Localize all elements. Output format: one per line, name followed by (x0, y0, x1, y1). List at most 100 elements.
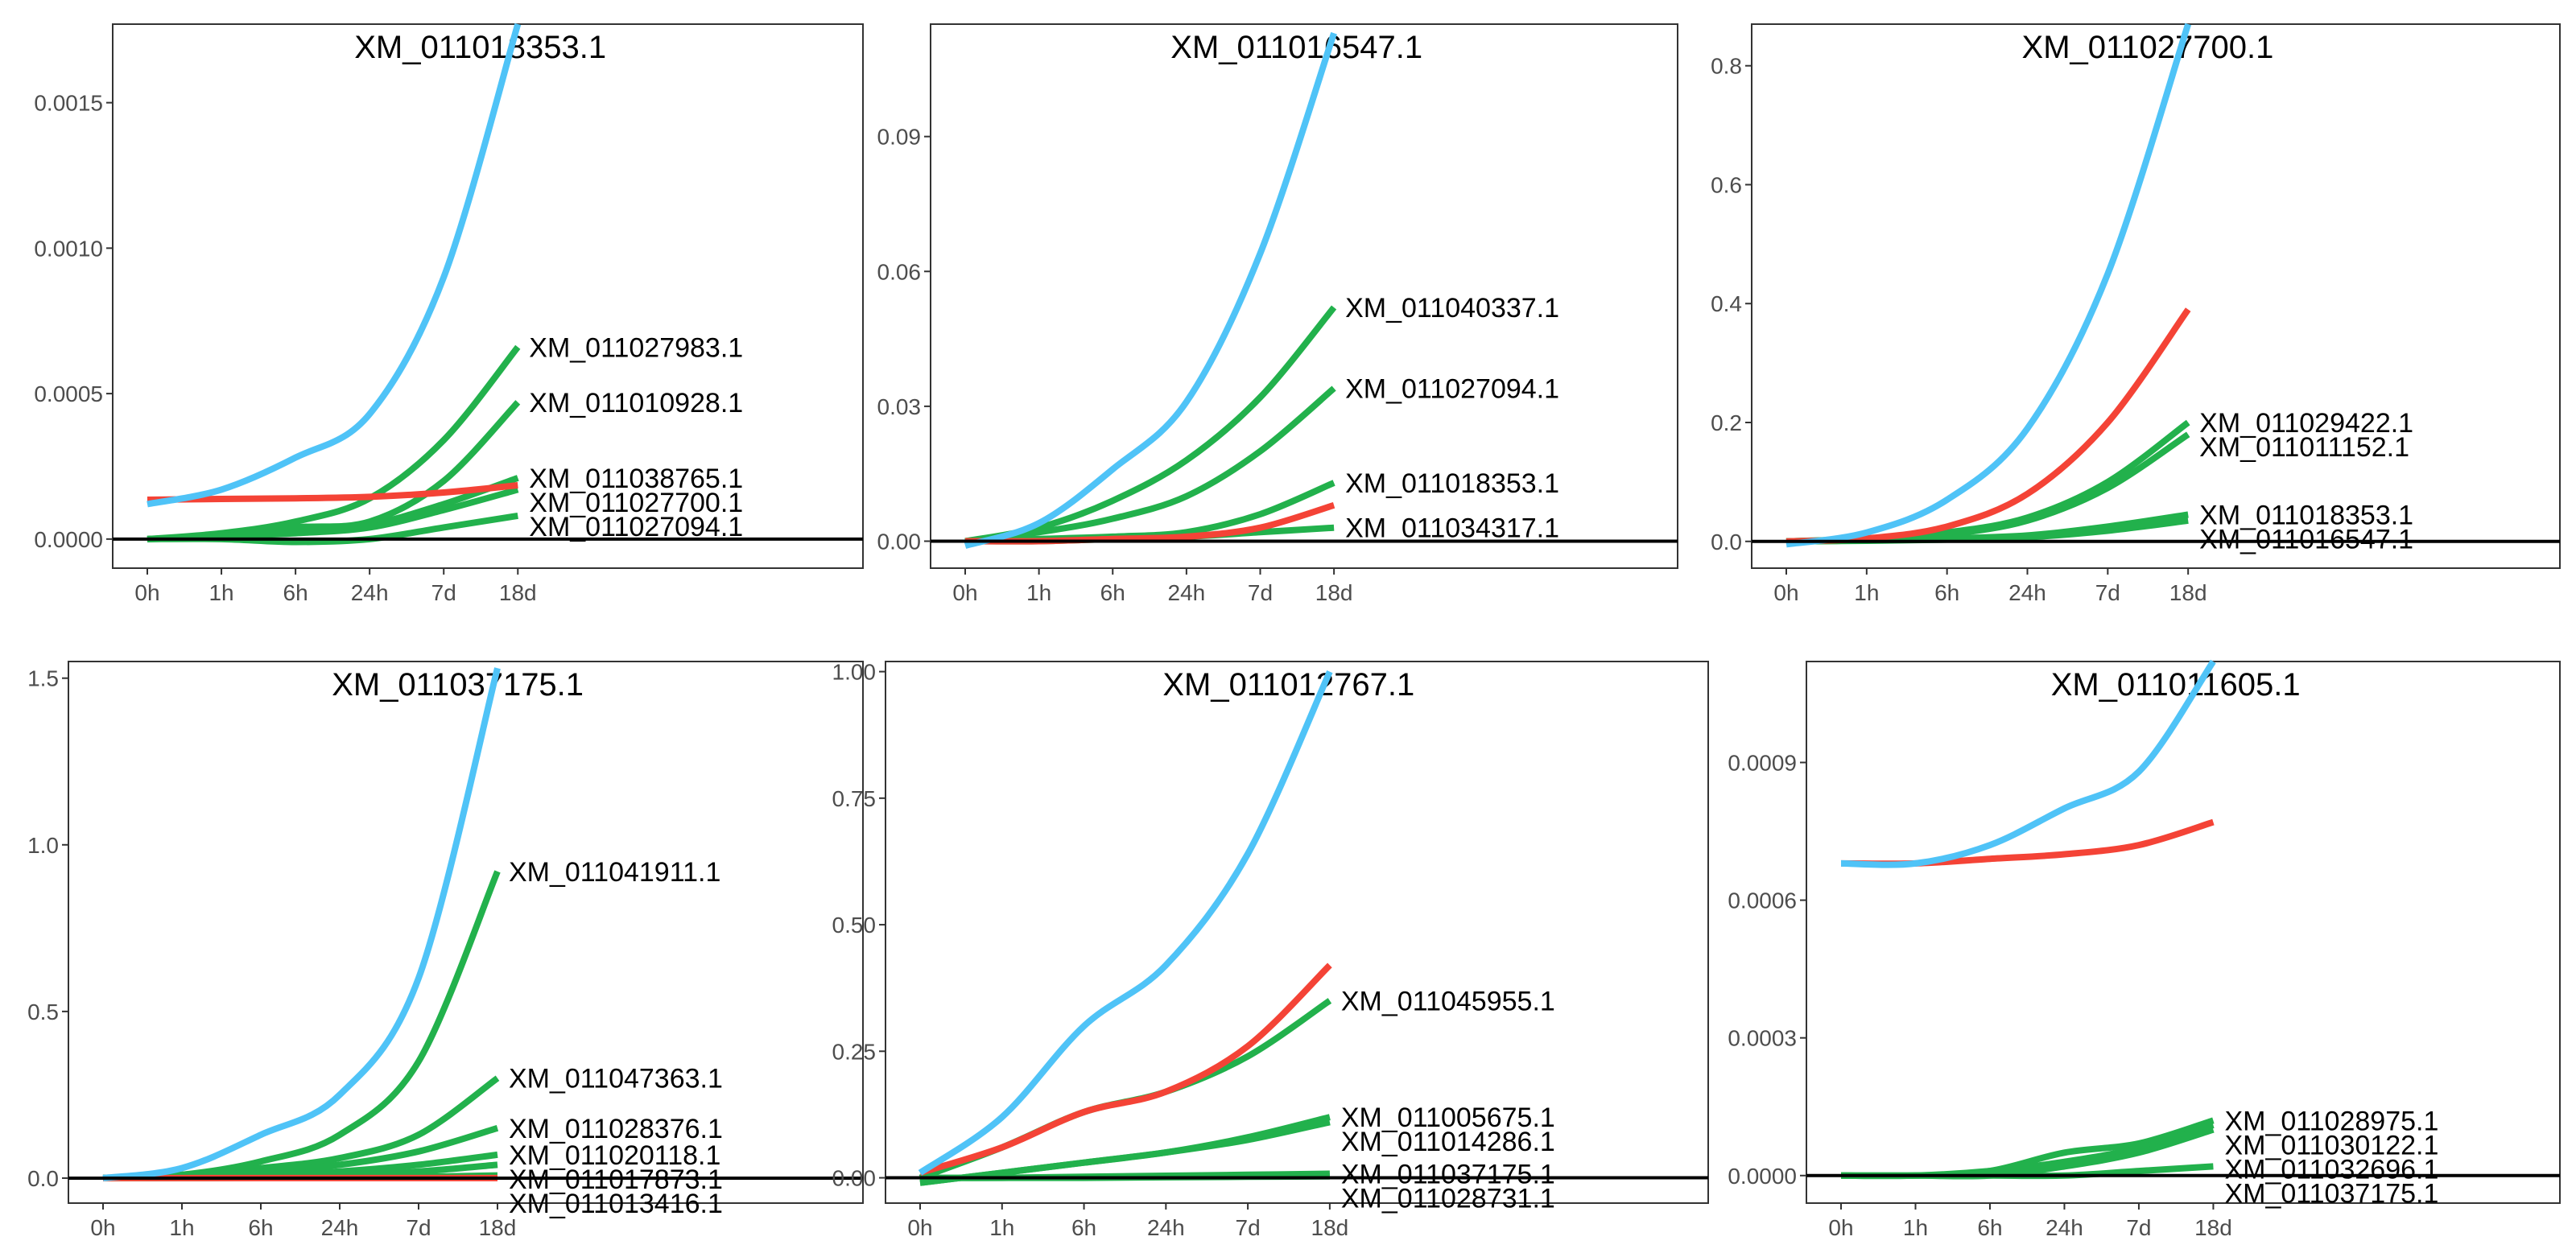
x-tick-label: 18d (1311, 1215, 1349, 1240)
chart-title: XM_011027700.1 (2022, 30, 2274, 65)
y-tick-label: 0.0003 (1728, 1026, 1797, 1051)
y-tick-label: 0.50 (832, 913, 877, 938)
x-tick-label: 0h (90, 1215, 115, 1240)
y-tick-label: 0.06 (877, 259, 922, 284)
x-tick-label: 24h (321, 1215, 359, 1240)
panel-border (1751, 23, 2561, 569)
y-tick-label: 0.75 (832, 786, 877, 811)
series-line (964, 31, 1337, 549)
x-tick-label: 18d (499, 580, 537, 605)
series-end-label: XM_011034317.1 (1345, 513, 1559, 544)
x-tick-label: 1h (1026, 580, 1051, 605)
series-end-label: XM_011028731.1 (1341, 1184, 1555, 1214)
x-tick-label: 24h (2008, 580, 2046, 605)
series-end-label: XM_011027983.1 (529, 332, 743, 363)
series-line (964, 305, 1337, 545)
x-tick-label: 0h (907, 1215, 932, 1240)
series-line (1840, 659, 2216, 868)
x-tick-label: 1h (1903, 1215, 1928, 1240)
y-tick-label: 0.4 (1711, 291, 1742, 316)
series-end-label: XM_011037175.1 (1341, 1160, 1555, 1190)
series-line (1785, 23, 2192, 548)
y-tick-label: 0.0005 (34, 381, 103, 406)
panel-border (1806, 661, 2561, 1204)
y-tick-label: 1.00 (832, 660, 877, 685)
y-tick-label: 0.09 (877, 125, 922, 150)
series-end-label: XM_011016547.1 (2199, 525, 2413, 555)
x-tick-label: 6h (283, 580, 308, 605)
x-tick-label: 6h (1071, 1215, 1096, 1240)
series-end-label: XM_011028376.1 (509, 1114, 723, 1144)
y-tick-label: 1.5 (27, 666, 59, 691)
x-tick-label: 0h (134, 580, 159, 605)
y-tick-label: 0.0 (1711, 530, 1742, 554)
x-tick-label: 7d (1248, 580, 1273, 605)
series-end-label: XM_011011152.1 (2199, 432, 2409, 463)
x-tick-label: 24h (1168, 580, 1206, 605)
series-line (918, 670, 1333, 1176)
y-tick-label: 0.25 (832, 1039, 877, 1064)
y-tick-label: 0.2 (1711, 410, 1742, 435)
x-tick-label: 0h (1773, 580, 1798, 605)
series-end-label: XM_011027094.1 (1345, 374, 1559, 405)
series-end-label: XM_011028975.1 (2224, 1106, 2438, 1136)
x-tick-label: 1h (169, 1215, 194, 1240)
x-tick-label: 7d (2095, 580, 2120, 605)
chart-title: XM_011018353.1 (354, 30, 606, 65)
series-line (919, 1119, 1331, 1186)
y-tick-label: 0.00 (832, 1166, 877, 1191)
y-tick-label: 0.0009 (1728, 750, 1797, 775)
x-tick-label: 24h (2046, 1215, 2083, 1240)
chart-panel-6: XM_011011605.1 0.0000 0.0003 0.0006 0.0009 0h… (1728, 659, 2561, 1240)
series-end-label: XM_011018353.1 (2199, 501, 2413, 531)
chart-title: XM_011037175.1 (332, 667, 584, 703)
series-end-label: XM_011029422.1 (2199, 408, 2413, 439)
chart-panel-2: XM_011016547.1 0.00 0.03 0.06 0.09 0h 1h 6h 24h 7… (877, 23, 1678, 605)
series-end-label: XM_011040337.1 (1345, 293, 1559, 324)
x-tick-label: 6h (1977, 1215, 2002, 1240)
x-tick-label: 18d (1315, 580, 1353, 605)
x-tick-label: 7d (2126, 1215, 2151, 1240)
series-end-label: XM_011041911.1 (509, 857, 720, 888)
x-tick-label: 0h (952, 580, 977, 605)
y-tick-label: 0.00 (877, 529, 922, 554)
series-end-label: XM_011045955.1 (1341, 986, 1555, 1016)
series-end-label: XM_011020118.1 (509, 1140, 720, 1171)
y-tick-label: 0.6 (1711, 172, 1742, 197)
y-tick-label: 0.5 (27, 1000, 59, 1024)
y-tick-label: 0.0000 (1728, 1164, 1797, 1189)
series-end-label: XM_011027094.1 (529, 512, 743, 542)
x-tick-label: 1h (989, 1215, 1014, 1240)
series-end-label: XM_011038765.1 (529, 464, 743, 494)
series-end-label: XM_011030122.1 (2224, 1130, 2438, 1160)
x-tick-label: 7d (1236, 1215, 1261, 1240)
y-tick-label: 0.0 (27, 1166, 59, 1191)
x-tick-label: 0h (1828, 1215, 1853, 1240)
series-end-label: XM_011005675.1 (1341, 1103, 1555, 1133)
series-end-label: XM_011013416.1 (509, 1189, 723, 1219)
x-tick-label: 24h (351, 580, 389, 605)
x-tick-label: 7d (406, 1215, 431, 1240)
chart-title: XM_011011605.1 (2051, 667, 2301, 703)
chart-panel-4: XM_011037175.1 0.0 0.5 1.0 1.5 0h 1h 6h 24h 7d 18d… (27, 661, 864, 1240)
y-tick-label: 0.0006 (1728, 888, 1797, 913)
panel-border (68, 661, 864, 1204)
y-tick-label: 0.03 (877, 394, 922, 419)
y-tick-label: 0.0000 (34, 527, 103, 552)
series-line (1785, 307, 2191, 545)
series-line (147, 23, 522, 508)
series-end-label: XM_011047363.1 (509, 1064, 723, 1094)
panel-border (112, 23, 864, 569)
panel-border (930, 23, 1678, 569)
series-end-label: XM_011018353.1 (1345, 468, 1559, 499)
series-end-label: XM_011037175.1 (2224, 1178, 2438, 1209)
chart-title: XM_011012767.1 (1162, 667, 1414, 703)
y-tick-label: 0.0010 (34, 236, 103, 261)
series-end-label: XM_011010928.1 (529, 388, 743, 418)
series-end-label: XM_011017873.1 (509, 1164, 723, 1195)
chart-panel-3: XM_011027700.1 0.0 0.2 0.4 0.6 0.8 0h 1h 6h 24h 7d… (1711, 23, 2561, 605)
chart-panel-5: XM_011012767.1 0.00 0.25 0.50 0.75 1.00 0h 1h 6h… (832, 660, 1709, 1240)
series-line (964, 385, 1336, 545)
y-tick-label: 0.8 (1711, 54, 1742, 79)
